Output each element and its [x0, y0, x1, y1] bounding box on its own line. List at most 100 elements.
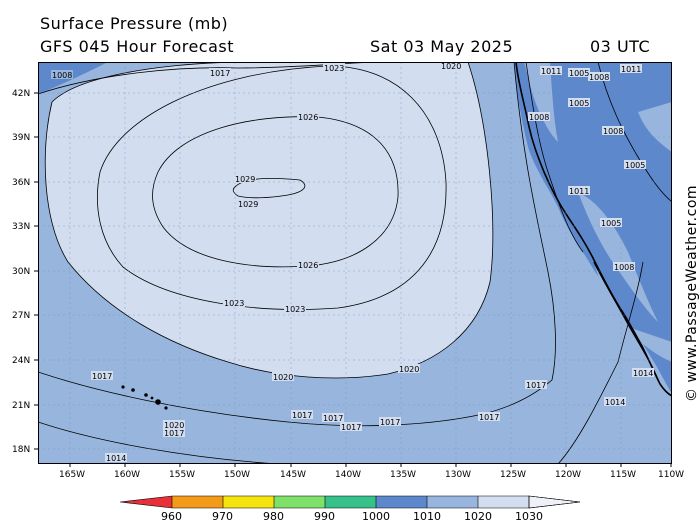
isobar-label: 1023: [223, 298, 245, 308]
svg-text:1008: 1008: [529, 113, 549, 122]
graticule: [38, 62, 672, 464]
isobar-1014: [38, 261, 644, 464]
svg-text:1023: 1023: [285, 305, 305, 314]
svg-text:1008: 1008: [52, 71, 72, 80]
svg-text:1017: 1017: [210, 69, 230, 78]
svg-text:1020: 1020: [441, 62, 461, 71]
isobar-label: 1020: [398, 364, 420, 374]
isobar-label: 1011: [540, 66, 562, 76]
svg-text:1005: 1005: [569, 69, 589, 78]
land-patch: [578, 192, 658, 322]
legend-label: 1000: [362, 510, 390, 523]
isobar-label: 1029: [234, 174, 256, 184]
isobar-label: 1017: [209, 68, 231, 78]
svg-text:1020: 1020: [273, 373, 293, 382]
svg-text:1029: 1029: [235, 175, 255, 184]
island: [150, 396, 154, 400]
isobar-1008: [597, 62, 672, 203]
pressure-band-1020-1030: [45, 62, 493, 378]
baja-coastline: [593, 261, 659, 381]
isobar-label: 1023: [284, 304, 306, 314]
svg-text:1029: 1029: [238, 200, 258, 209]
map-frame: [38, 62, 672, 464]
isobar-1029: [232, 177, 306, 199]
legend-swatch-980: [223, 496, 274, 508]
isobar-label: 1026: [297, 112, 319, 122]
svg-text:1014: 1014: [605, 398, 625, 407]
lat-tick-label: 42N: [12, 89, 30, 99]
isobar-1011: [525, 62, 584, 253]
isobars: [38, 62, 672, 464]
lon-tick-label: 145W: [280, 470, 306, 480]
legend-swatch-1030: [478, 496, 529, 508]
legend-label: 970: [212, 510, 233, 523]
isobar-label: 1029: [237, 199, 259, 209]
svg-text:1011: 1011: [541, 67, 561, 76]
isobar-label: 1014: [632, 368, 654, 378]
island: [155, 399, 161, 405]
hawaiian-islands: [121, 385, 168, 410]
isobar-label: 1005: [568, 68, 590, 78]
legend-swatch-960: [120, 496, 172, 508]
svg-text:1005: 1005: [601, 219, 621, 228]
svg-text:1017: 1017: [164, 429, 184, 438]
map-title: Surface Pressure (mb): [40, 14, 229, 33]
island: [164, 406, 168, 410]
isobar-label: 1026: [297, 260, 319, 270]
isobar-label: 1020: [440, 62, 462, 71]
isobar-label: 1017: [478, 412, 500, 422]
isobar-label: 1005: [568, 98, 590, 108]
longitude-axis: 165W 160W 155W 150W 145W 140W 135W 130W …: [59, 464, 684, 480]
isobar-label: 1020: [272, 372, 294, 382]
isobar-label: 1005: [624, 160, 646, 170]
isobar-label: 1008: [602, 126, 624, 136]
lon-tick-label: 150W: [224, 470, 250, 480]
island: [121, 385, 125, 389]
lon-tick-label: 130W: [445, 470, 471, 480]
lon-tick-label: 120W: [555, 470, 581, 480]
lon-tick-label: 110W: [658, 470, 684, 480]
isobar-label: 1008: [613, 262, 635, 272]
isobar-label: 1011: [568, 186, 590, 196]
land-patch: [524, 62, 558, 142]
lat-tick-label: 30N: [12, 267, 30, 277]
svg-text:1011: 1011: [569, 187, 589, 196]
isobar-label: 1017: [525, 380, 547, 390]
isobar-label: 1017: [322, 413, 344, 423]
lat-tick-label: 36N: [12, 178, 30, 188]
passageweather-credit: © www.PassageWeather.com: [684, 184, 700, 402]
svg-text:1014: 1014: [106, 454, 126, 463]
svg-text:1017: 1017: [526, 381, 546, 390]
island: [131, 388, 135, 392]
isobar-label: 1011: [620, 64, 642, 74]
forecast-model: GFS 045 Hour Forecast: [40, 37, 235, 56]
isobar-label: 1017: [291, 410, 313, 420]
legend-label: 1030: [515, 510, 543, 523]
svg-text:1008: 1008: [614, 263, 634, 272]
legend-label: 960: [161, 510, 182, 523]
isobar-label: 1005: [600, 218, 622, 228]
svg-text:1011: 1011: [621, 65, 641, 74]
island: [144, 393, 148, 397]
forecast-date: Sat 03 May 2025: [370, 37, 514, 56]
latitude-axis: 42N 39N 36N 33N 30N 27N 24N 21N 18N: [12, 89, 38, 455]
legend-label: 1020: [464, 510, 492, 523]
lat-tick-label: 21N: [12, 401, 30, 411]
lon-tick-label: 135W: [390, 470, 416, 480]
isobar-label: 1017: [163, 428, 185, 438]
svg-text:1026: 1026: [298, 113, 318, 122]
isobar-label: 1008: [588, 72, 610, 82]
svg-text:1023: 1023: [324, 64, 344, 73]
svg-text:1005: 1005: [569, 99, 589, 108]
isobar-1017: [38, 62, 556, 427]
lon-tick-label: 140W: [335, 470, 361, 480]
legend-swatch-1020: [427, 496, 478, 508]
legend-label: 990: [314, 510, 335, 523]
legend-swatch-1010: [376, 496, 427, 508]
svg-text:1017: 1017: [292, 411, 312, 420]
isobar-label: 1017: [379, 417, 401, 427]
isobar-label: 1014: [604, 397, 626, 407]
isobar-label: 1008: [51, 70, 73, 80]
legend-swatch-1000: [325, 496, 376, 508]
lon-tick-label: 155W: [169, 470, 195, 480]
